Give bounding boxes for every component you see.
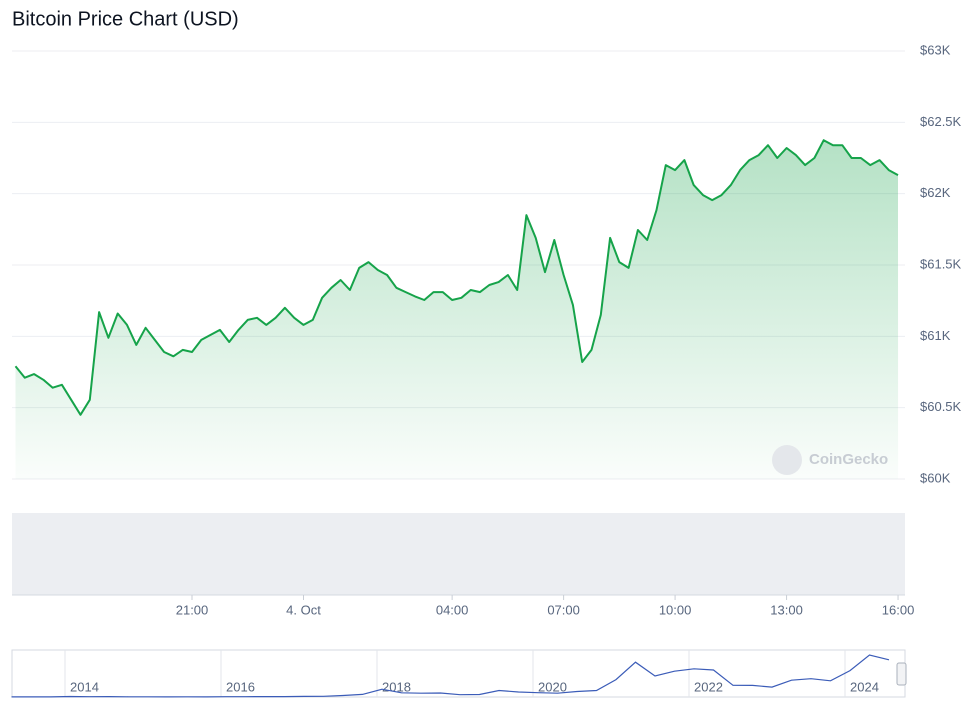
area [15,140,899,479]
x-tick-label: 16:00 [882,602,915,617]
navigator-label: 2014 [70,679,99,694]
x-tick-label: 07:00 [547,602,580,617]
y-tick-label: $61.5K [920,256,962,271]
y-tick-label: $62K [920,185,951,200]
x-tick-label: 04:00 [436,602,469,617]
navigator-label: 2024 [850,679,879,694]
navigator-label: 2016 [226,679,255,694]
navigator-line [11,654,890,698]
chart-title: Bitcoin Price Chart (USD) [12,8,239,30]
y-tick-label: $63K [920,42,951,57]
navigator-label: 2022 [694,679,723,694]
volume-band [12,513,905,595]
price-line [14,139,899,416]
navigator-handle[interactable] [896,662,907,686]
y-tick-label: $60.5K [920,399,962,414]
watermark: CoinGecko [809,451,888,468]
y-tick-label: $61K [920,328,951,343]
x-tick-label: 4. Oct [286,602,321,617]
watermark-logo [772,445,802,475]
x-tick-label: 21:00 [176,602,209,617]
x-tick-label: 13:00 [770,602,803,617]
y-tick-label: $62.5K [920,114,962,129]
y-tick-label: $60K [920,470,951,485]
navigator [11,649,906,698]
navigator-label: 2020 [538,679,567,694]
x-tick-label: 10:00 [659,602,692,617]
